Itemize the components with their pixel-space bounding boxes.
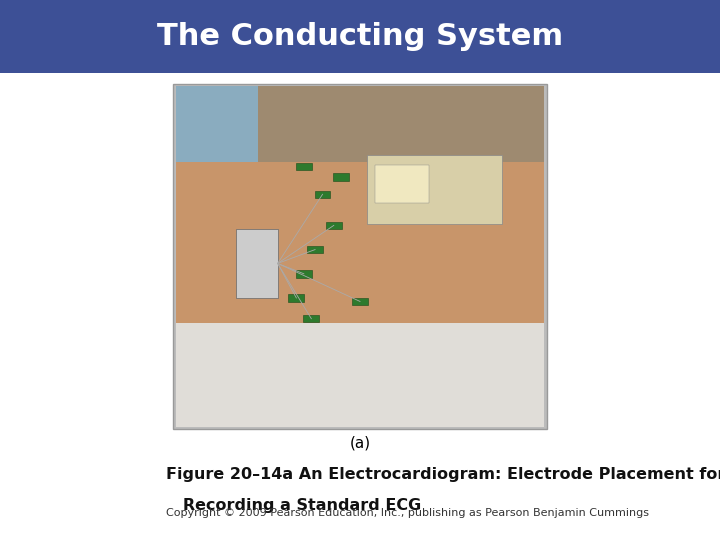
FancyBboxPatch shape: [303, 315, 319, 322]
FancyBboxPatch shape: [289, 294, 305, 302]
Text: Recording a Standard ECG: Recording a Standard ECG: [166, 498, 421, 514]
FancyBboxPatch shape: [0, 0, 720, 73]
FancyBboxPatch shape: [173, 84, 547, 429]
FancyBboxPatch shape: [307, 246, 323, 253]
Text: The Conducting System: The Conducting System: [157, 22, 563, 51]
FancyBboxPatch shape: [333, 173, 349, 181]
FancyBboxPatch shape: [0, 73, 720, 540]
FancyBboxPatch shape: [176, 86, 258, 162]
Text: Copyright © 2009 Pearson Education, Inc., publishing as Pearson Benjamin Cumming: Copyright © 2009 Pearson Education, Inc.…: [166, 508, 649, 518]
Text: Figure 20–14a An Electrocardiogram: Electrode Placement for: Figure 20–14a An Electrocardiogram: Elec…: [166, 467, 720, 482]
FancyBboxPatch shape: [176, 323, 544, 427]
FancyBboxPatch shape: [315, 191, 330, 198]
FancyBboxPatch shape: [176, 86, 544, 162]
FancyBboxPatch shape: [296, 270, 312, 278]
Text: (a): (a): [349, 435, 371, 450]
FancyBboxPatch shape: [296, 163, 312, 171]
FancyBboxPatch shape: [352, 298, 368, 305]
FancyBboxPatch shape: [326, 221, 342, 229]
FancyBboxPatch shape: [367, 155, 503, 224]
FancyBboxPatch shape: [374, 165, 428, 204]
FancyBboxPatch shape: [176, 86, 544, 427]
FancyBboxPatch shape: [236, 229, 278, 298]
